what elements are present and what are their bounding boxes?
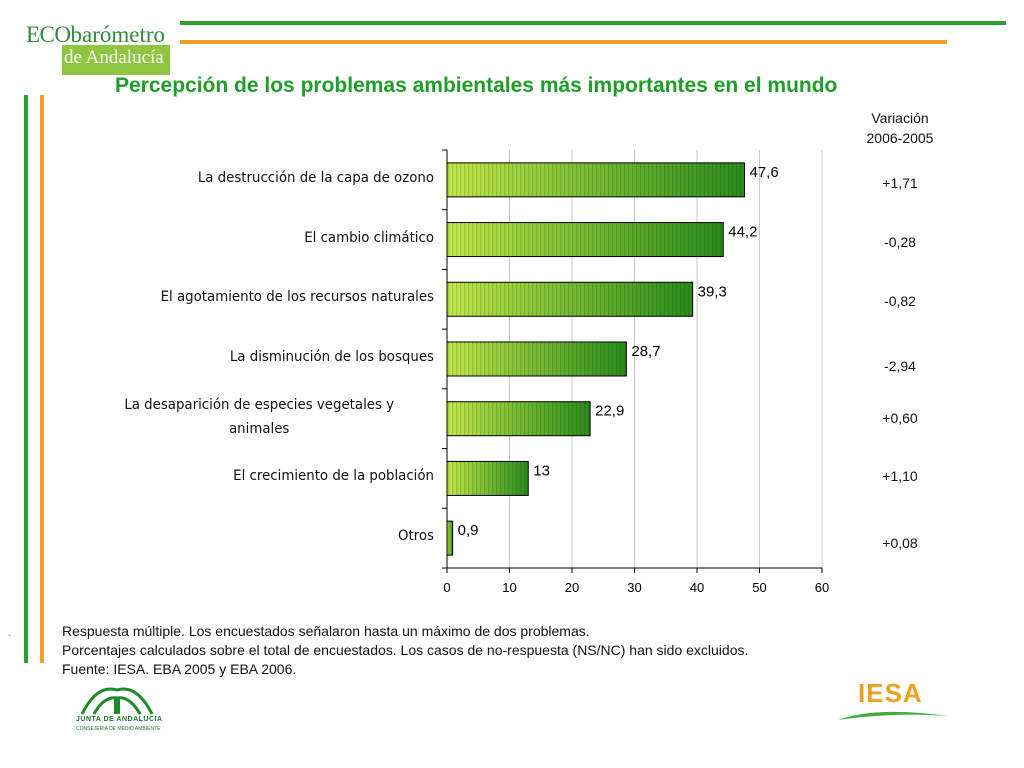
data-label: 22,9 <box>595 403 624 420</box>
logo-andalucia: de Andalucía <box>64 47 164 68</box>
bar-texture <box>447 521 453 555</box>
variation-value: +0,60 <box>882 410 918 426</box>
data-label: 47,6 <box>750 164 779 181</box>
variation-value: -0,28 <box>884 234 916 250</box>
variation-value: +1,71 <box>882 175 918 191</box>
footnote-3: Fuente: IESA. EBA 2005 y EBA 2006. <box>62 661 297 677</box>
side-dot: - <box>8 630 12 641</box>
footnote-1: Respuesta múltiple. Los encuestados seña… <box>62 623 590 639</box>
category-label: El crecimiento de la población <box>84 464 434 488</box>
bar-texture <box>447 223 723 257</box>
category-label: El cambio climático <box>84 226 434 250</box>
chart-title: Percepción de los problemas ambientales … <box>115 74 838 97</box>
bar-texture <box>447 461 528 495</box>
iesa-swoosh-icon <box>838 711 948 720</box>
category-label-line: Otros <box>397 528 434 545</box>
category-label-line: animales <box>229 420 290 437</box>
ecobarometro-logo: ECObarómetro <box>26 22 165 48</box>
x-tick-label: 0 <box>443 580 450 595</box>
logo-eco-rest: barómetro <box>70 22 166 47</box>
category-label-line: La disminución de los bosques <box>229 349 434 365</box>
bar-texture <box>447 282 693 316</box>
bar-texture <box>447 163 744 197</box>
bar-texture <box>447 402 590 436</box>
variation-header-line1: Variación <box>871 110 929 126</box>
data-label: 28,7 <box>631 343 660 360</box>
category-label: La desaparición de especies vegetales y a… <box>84 393 434 441</box>
category-label: El agotamiento de los recursos naturales <box>84 285 434 309</box>
junta-andalucia-sub: CONSEJERIA DE MEDIO AMBIENTE <box>76 726 161 732</box>
side-orange-line <box>40 95 44 663</box>
side-green-line <box>24 95 28 663</box>
variation-header: Variación 2006-2005 <box>852 108 948 148</box>
x-tick-label: 50 <box>752 580 766 595</box>
bar-texture <box>447 342 626 376</box>
category-label-line: La desaparición de especies vegetales y <box>124 396 395 413</box>
x-tick-label: 30 <box>627 580 641 595</box>
category-label-line: El agotamiento de los recursos naturales <box>160 289 434 306</box>
header-green-line <box>180 21 1006 25</box>
data-label: 13 <box>533 462 550 479</box>
category-label: Otros <box>84 524 434 548</box>
data-label: 0,9 <box>458 522 479 539</box>
variation-header-line2: 2006-2005 <box>866 130 934 146</box>
logo-eco-caps: ECO <box>26 22 71 47</box>
x-tick-label: 60 <box>815 580 829 595</box>
junta-andalucia-emblem-icon <box>80 687 154 715</box>
variation-value: +0,08 <box>882 535 918 551</box>
category-label-line: El cambio climático <box>304 229 434 246</box>
category-label: La destrucción de la capa de ozono <box>84 166 434 190</box>
data-label: 39,3 <box>698 283 727 300</box>
footnotes: Respuesta múltiple. Los encuestados seña… <box>62 622 748 679</box>
x-tick-label: 10 <box>502 580 516 595</box>
x-tick-label: 40 <box>690 580 704 595</box>
variation-value: -0,82 <box>884 293 916 309</box>
footnote-2: Porcentajes calculados sobre el total de… <box>62 642 749 658</box>
category-label-line: La destrucción de la capa de ozono <box>197 169 434 186</box>
category-label: La disminución de los bosques <box>84 345 434 369</box>
header-orange-line <box>180 40 947 44</box>
category-label-line: El crecimiento de la población <box>233 468 434 485</box>
iesa-logo: IESA <box>858 678 923 708</box>
x-tick-label: 20 <box>565 580 579 595</box>
variation-value: -2,94 <box>884 358 916 374</box>
variation-value: +1,10 <box>882 468 918 484</box>
data-label: 44,2 <box>728 224 757 241</box>
junta-andalucia-name: JUNTA DE ANDALUCIA <box>76 716 163 723</box>
logo-green-box <box>62 45 170 75</box>
